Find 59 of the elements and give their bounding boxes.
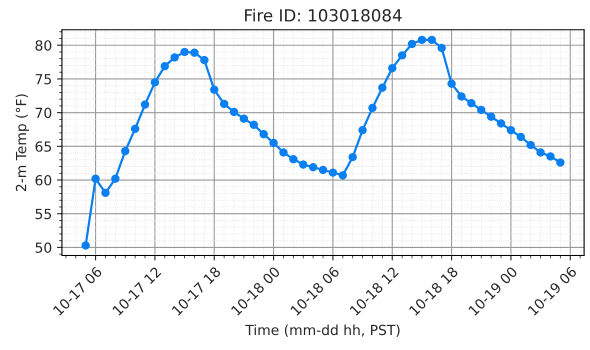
point — [536, 148, 545, 157]
point — [447, 79, 456, 88]
point — [526, 140, 535, 150]
point — [408, 40, 416, 48]
point — [210, 86, 218, 94]
point — [457, 92, 466, 101]
point — [111, 174, 120, 183]
point — [467, 99, 476, 108]
chart-title: Fire ID: 103018084 — [245, 8, 402, 22]
point — [368, 104, 377, 112]
point — [358, 126, 367, 134]
point — [121, 146, 130, 156]
point — [328, 168, 338, 177]
point — [438, 44, 446, 52]
point — [220, 100, 228, 108]
point — [299, 160, 308, 169]
point — [398, 51, 406, 60]
point — [200, 56, 209, 64]
point — [101, 188, 110, 197]
y-tick-label: 80 — [35, 40, 52, 51]
point — [477, 106, 486, 114]
point — [250, 120, 258, 129]
point — [260, 130, 268, 138]
point — [556, 158, 565, 167]
y-tick-label: 50 — [36, 242, 52, 253]
y-tick-label: 65 — [36, 141, 52, 152]
point — [428, 36, 436, 44]
y-tick-label: 75 — [36, 74, 52, 84]
point — [289, 154, 298, 164]
point — [240, 114, 248, 123]
point — [486, 112, 496, 121]
point — [91, 174, 100, 183]
point — [160, 62, 169, 70]
point — [378, 84, 387, 92]
point — [546, 152, 555, 161]
point — [82, 241, 90, 250]
point — [506, 126, 516, 134]
point — [190, 48, 199, 57]
point — [269, 138, 278, 148]
point — [516, 132, 525, 142]
point — [496, 119, 506, 128]
point — [348, 152, 357, 162]
point — [418, 36, 426, 44]
point — [170, 53, 179, 62]
point — [338, 171, 347, 180]
y-tick-label: 55 — [36, 208, 52, 220]
point — [150, 78, 160, 86]
y-axis-title: 2-m Temp (°F) — [16, 94, 29, 192]
point — [140, 100, 150, 109]
point — [130, 124, 140, 133]
point — [279, 148, 288, 157]
point — [230, 108, 238, 116]
point — [180, 48, 189, 56]
point — [388, 64, 396, 72]
y-tick-label: 70 — [36, 108, 52, 118]
x-axis-title: Time (mm-dd hh, PST) — [245, 324, 400, 337]
point — [308, 163, 318, 172]
y-tick-label: 60 — [36, 174, 52, 186]
point — [318, 166, 328, 174]
